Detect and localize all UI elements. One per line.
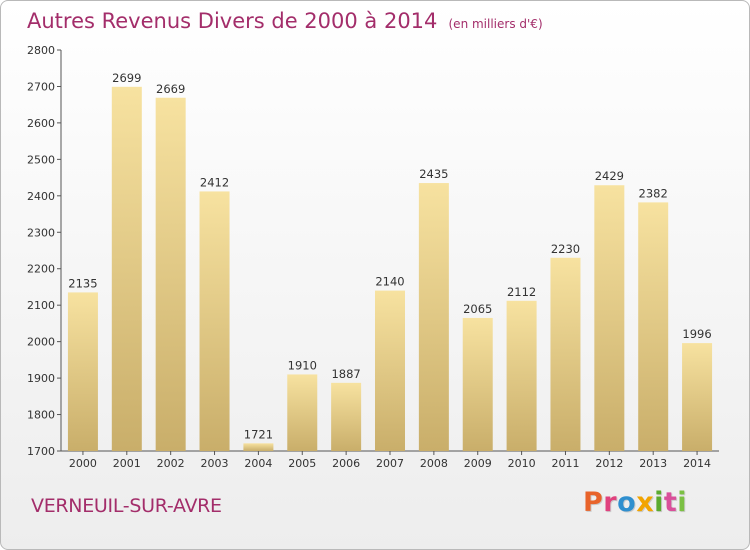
x-tick-label: 2008 — [420, 457, 448, 470]
x-tick-label: 2005 — [288, 457, 316, 470]
bar — [550, 257, 581, 451]
bar-value-label: 2382 — [639, 186, 668, 200]
x-tick-label: 2013 — [639, 457, 667, 470]
bar-value-label: 2435 — [419, 167, 448, 181]
x-tick-label: 2001 — [113, 457, 141, 470]
x-tick-label: 2007 — [376, 457, 404, 470]
plot-area: 1700 1800 1900 2000 2100 2200 2300 2400 2500 2600… — [27, 44, 719, 470]
y-tick-label: 2600 — [27, 117, 55, 130]
x-tick-label: 2000 — [69, 457, 97, 470]
y-tick-label: 1700 — [27, 445, 55, 458]
bar — [682, 343, 713, 451]
bar-value-label: 1996 — [682, 327, 711, 341]
x-tick-label: 2004 — [244, 457, 272, 470]
x-tick-label: 2014 — [683, 457, 711, 470]
bar-value-label: 2065 — [463, 302, 492, 316]
brand-letter: i — [677, 487, 688, 518]
y-tick-label: 1900 — [27, 372, 55, 385]
bar — [331, 382, 362, 451]
brand-letter: i — [654, 487, 664, 518]
x-tick-label: 2003 — [201, 457, 229, 470]
bar — [155, 97, 186, 451]
brand-letter: o — [617, 487, 637, 518]
brand-letter: r — [603, 487, 618, 518]
brand-letter: x — [636, 487, 655, 518]
chart-unit: (en milliers d'€) — [448, 17, 543, 31]
bar — [243, 443, 274, 451]
bar — [506, 300, 537, 451]
chart-title: Autres Revenus Divers de 2000 à 2014 — [27, 9, 438, 33]
y-tick-label: 2700 — [27, 80, 55, 93]
proxiti-logo: Proxiti — [583, 487, 687, 518]
bar — [199, 191, 230, 451]
bar-value-label: 2112 — [507, 285, 536, 299]
bar-value-label: 1910 — [288, 358, 317, 372]
bar — [594, 185, 625, 451]
y-tick-label: 2800 — [27, 44, 55, 57]
bar-value-label: 1721 — [244, 427, 273, 441]
y-tick-label: 2500 — [27, 153, 55, 166]
chart-title-group: Autres Revenus Divers de 2000 à 2014 (en… — [27, 9, 543, 33]
bar — [418, 183, 449, 452]
bar — [462, 317, 493, 451]
bar-value-label: 2230 — [551, 242, 580, 256]
bar-value-label: 1887 — [331, 367, 360, 381]
brand-letter: P — [583, 487, 604, 518]
y-tick-label: 2400 — [27, 190, 55, 203]
bar-value-label: 2669 — [156, 82, 185, 96]
y-tick-label: 1800 — [27, 409, 55, 422]
bar — [111, 86, 142, 451]
x-tick-label: 2002 — [157, 457, 185, 470]
x-tick-label: 2006 — [332, 457, 360, 470]
bar — [375, 290, 405, 451]
brand-letter: t — [663, 487, 678, 518]
x-tick-label: 2010 — [508, 457, 536, 470]
x-tick-label: 2009 — [464, 457, 492, 470]
y-tick-label: 2300 — [27, 226, 55, 239]
bar — [67, 292, 98, 451]
bar-value-label: 2135 — [68, 276, 97, 290]
bar-value-label: 2412 — [200, 175, 229, 189]
bar — [287, 374, 318, 451]
bar — [638, 202, 669, 451]
bar-value-label: 2699 — [112, 71, 141, 85]
y-tick-label: 2000 — [27, 336, 55, 349]
y-tick-label: 2100 — [27, 299, 55, 312]
bar-value-label: 2429 — [595, 169, 624, 183]
commune-name: VERNEUIL-SUR-AVRE — [31, 495, 222, 517]
x-tick-label: 2011 — [551, 457, 579, 470]
x-tick-label: 2012 — [595, 457, 623, 470]
y-tick-label: 2200 — [27, 263, 55, 276]
bar-value-label: 2140 — [375, 275, 404, 289]
